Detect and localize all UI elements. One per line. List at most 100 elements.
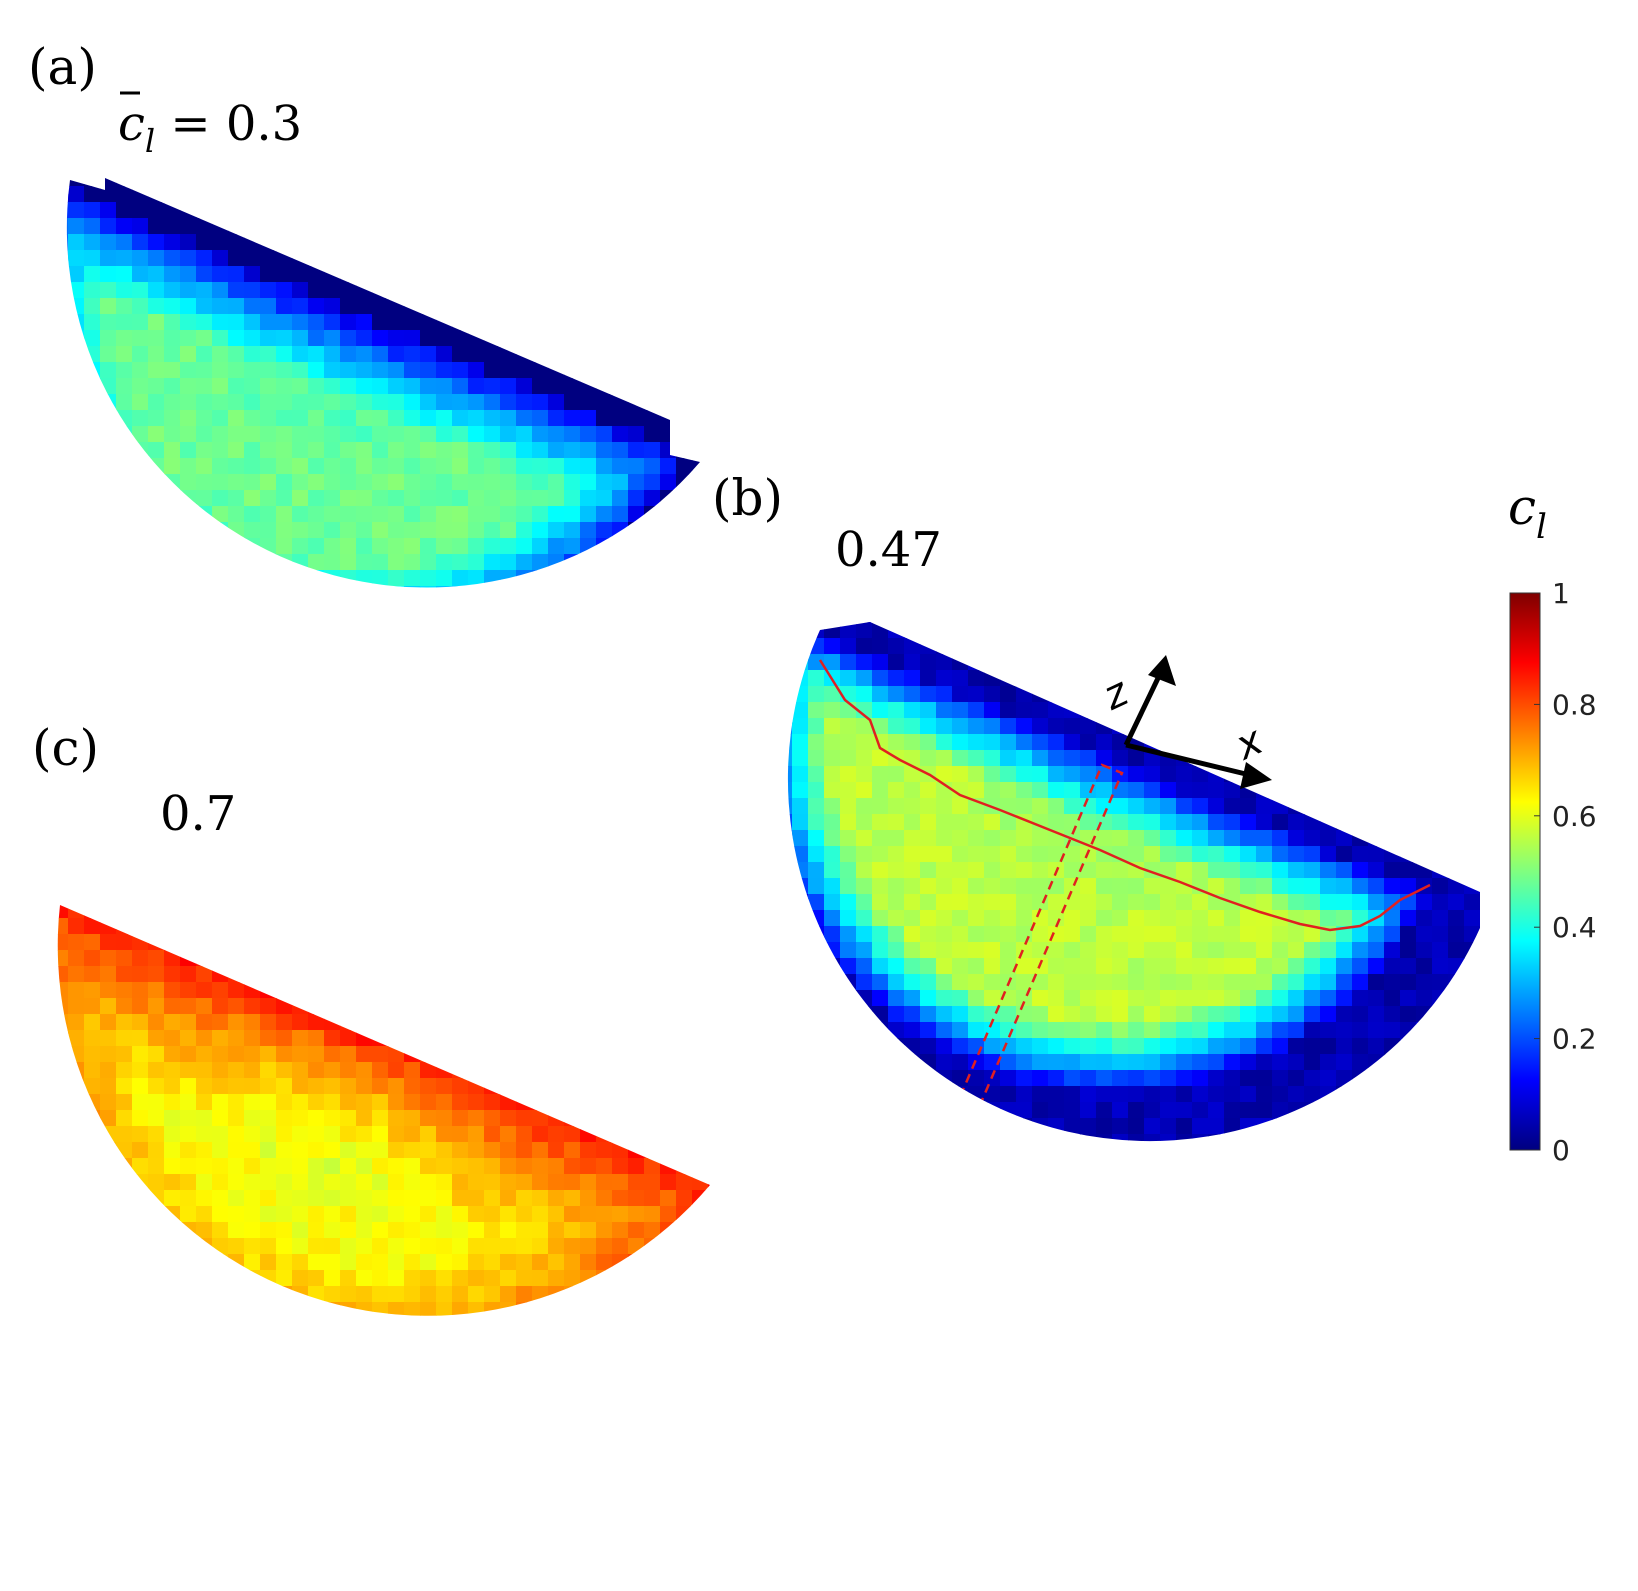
- heatmap-cell: [36, 1302, 53, 1319]
- heatmap-cell: [516, 950, 533, 967]
- heatmap-cell: [388, 950, 405, 967]
- heatmap-cell: [116, 1254, 133, 1271]
- heatmap-cell: [116, 1318, 133, 1335]
- heatmap-cell: [532, 1126, 549, 1143]
- heatmap-cell: [1128, 1102, 1145, 1119]
- heatmap-cell: [840, 622, 857, 639]
- heatmap-cell: [420, 1094, 437, 1111]
- heatmap-cell: [372, 1254, 389, 1271]
- heatmap-cell: [952, 798, 969, 815]
- heatmap-cell: [516, 586, 533, 588]
- heatmap-cell: [904, 1006, 921, 1023]
- heatmap-cell: [692, 1238, 709, 1255]
- heatmap-cell: [84, 346, 101, 363]
- heatmap-cell: [840, 798, 857, 815]
- heatmap-cell: [244, 1382, 261, 1399]
- heatmap-cell: [20, 1254, 37, 1271]
- heatmap-cell: [660, 362, 677, 379]
- heatmap-cell: [1032, 798, 1049, 815]
- heatmap-cell: [436, 966, 453, 983]
- heatmap-cell: [324, 490, 341, 507]
- heatmap-cell: [787, 958, 793, 975]
- heatmap-cell: [68, 886, 85, 903]
- heatmap-cell: [420, 1286, 437, 1303]
- heatmap-cell: [808, 974, 825, 991]
- heatmap-cell: [660, 250, 677, 267]
- heatmap-cell: [340, 218, 357, 235]
- heatmap-cell: [1400, 1102, 1417, 1119]
- heatmap-cell: [148, 998, 165, 1015]
- heatmap-cell: [500, 1318, 517, 1335]
- heatmap-cell: [824, 1022, 841, 1039]
- heatmap-cell: [484, 634, 501, 651]
- heatmap-cell: [676, 650, 693, 667]
- heatmap-cell: [260, 186, 277, 203]
- heatmap-cell: [212, 458, 229, 475]
- heatmap-cell: [1064, 1022, 1081, 1039]
- heatmap-cell: [164, 586, 181, 588]
- heatmap-cell: [1448, 1006, 1465, 1023]
- heatmap-cell: [388, 346, 405, 363]
- heatmap-cell: [100, 442, 117, 459]
- heatmap-cell: [516, 1062, 533, 1079]
- heatmap-cell: [532, 666, 549, 683]
- heatmap-cell: [84, 950, 101, 967]
- heatmap-cell: [180, 918, 197, 935]
- heatmap-cell: [920, 894, 937, 911]
- heatmap-cell: [1368, 846, 1385, 863]
- heatmap-cell: [116, 426, 133, 443]
- heatmap-cell: [340, 330, 357, 347]
- heatmap-cell: [68, 234, 85, 251]
- heatmap-cell: [904, 1038, 921, 1055]
- heatmap-cell: [276, 362, 293, 379]
- heatmap-cell: [57, 934, 69, 951]
- heatmap-cell: [340, 1110, 357, 1127]
- heatmap-cell: [68, 618, 85, 635]
- heatmap-cell: [516, 1126, 533, 1143]
- heatmap-cell: [692, 918, 709, 935]
- heatmap-cell: [660, 1158, 677, 1175]
- heatmap-cell: [196, 1382, 213, 1399]
- heatmap-cell: [1032, 830, 1049, 847]
- heatmap-cell: [340, 905, 357, 919]
- heatmap-cell: [84, 1206, 101, 1223]
- heatmap-cell: [100, 218, 117, 235]
- heatmap-cell: [1160, 1022, 1177, 1039]
- heatmap-cell: [196, 474, 213, 491]
- heatmap-cell: [1448, 750, 1465, 767]
- heatmap-cell: [308, 538, 325, 555]
- heatmap-cell: [116, 458, 133, 475]
- heatmap-cell: [164, 1318, 181, 1335]
- heatmap-cell: [484, 1094, 501, 1111]
- heatmap-cell: [100, 905, 117, 919]
- heatmap-cell: [1032, 990, 1049, 1007]
- heatmap-cell: [420, 378, 437, 395]
- heatmap-cell: [920, 1054, 937, 1071]
- heatmap-cell: [468, 950, 485, 967]
- heatmap-cell: [1192, 1054, 1209, 1071]
- heatmap-cell: [308, 1142, 325, 1159]
- heatmap-cell: [660, 442, 677, 459]
- heatmap-cell: [20, 346, 37, 363]
- heatmap-cell: [1000, 878, 1017, 895]
- heatmap-cell: [692, 602, 709, 619]
- heatmap-cell: [228, 330, 245, 347]
- heatmap-cell: [52, 886, 69, 903]
- heatmap-cell: [228, 1238, 245, 1255]
- heatmap-cell: [244, 905, 261, 919]
- heatmap-cell: [436, 522, 453, 539]
- heatmap-cell: [260, 870, 277, 887]
- heatmap-cell: [660, 522, 677, 539]
- heatmap-cell: [68, 650, 85, 667]
- heatmap-cell: [692, 554, 701, 571]
- heatmap-cell: [372, 410, 389, 427]
- heatmap-cell: [388, 1318, 405, 1335]
- heatmap-cell: [872, 670, 889, 687]
- heatmap-cell: [1208, 654, 1225, 671]
- heatmap-cell: [500, 538, 517, 555]
- heatmap-cell: [1000, 622, 1017, 623]
- heatmap-cell: [824, 782, 841, 799]
- heatmap-cell: [548, 1046, 565, 1063]
- heatmap-cell: [1176, 894, 1193, 911]
- heatmap-cell: [20, 362, 37, 379]
